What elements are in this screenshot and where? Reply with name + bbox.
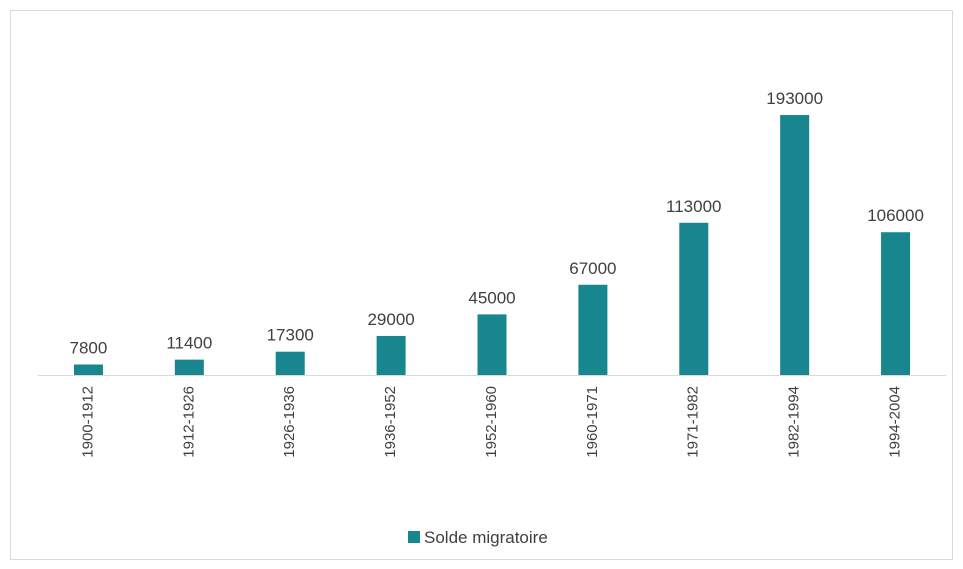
bar <box>174 359 204 375</box>
legend-label: Solde migratoire <box>424 528 548 547</box>
data-label: 17300 <box>267 326 314 345</box>
bar <box>780 115 810 376</box>
bar <box>376 335 406 375</box>
bar <box>275 351 305 375</box>
x-tick-label: 1994-2004 <box>887 386 904 458</box>
x-tick-label: 1960-1971 <box>584 386 601 458</box>
bar <box>679 222 709 375</box>
data-label: 67000 <box>569 259 616 278</box>
bar <box>578 284 608 375</box>
x-tick-label: 1912-1926 <box>180 386 197 458</box>
x-tick-label: 1952-1960 <box>483 386 500 458</box>
bar <box>477 314 507 375</box>
bar <box>881 232 911 375</box>
bar <box>73 364 103 375</box>
x-tick-label: 1926-1936 <box>281 386 298 458</box>
legend-swatch <box>408 531 420 543</box>
data-label: 29000 <box>367 310 414 329</box>
data-label: 7800 <box>70 338 108 357</box>
data-label: 106000 <box>867 206 924 225</box>
x-tick-label: 1971-1982 <box>685 386 702 458</box>
x-tick-label: 1982-1994 <box>786 386 803 458</box>
x-tick-label: 1936-1952 <box>382 386 399 458</box>
data-label: 45000 <box>468 288 515 307</box>
data-label: 193000 <box>766 89 823 108</box>
data-label: 113000 <box>666 197 721 216</box>
data-label: 11400 <box>166 334 212 353</box>
x-tick-label: 1900-1912 <box>79 386 96 458</box>
